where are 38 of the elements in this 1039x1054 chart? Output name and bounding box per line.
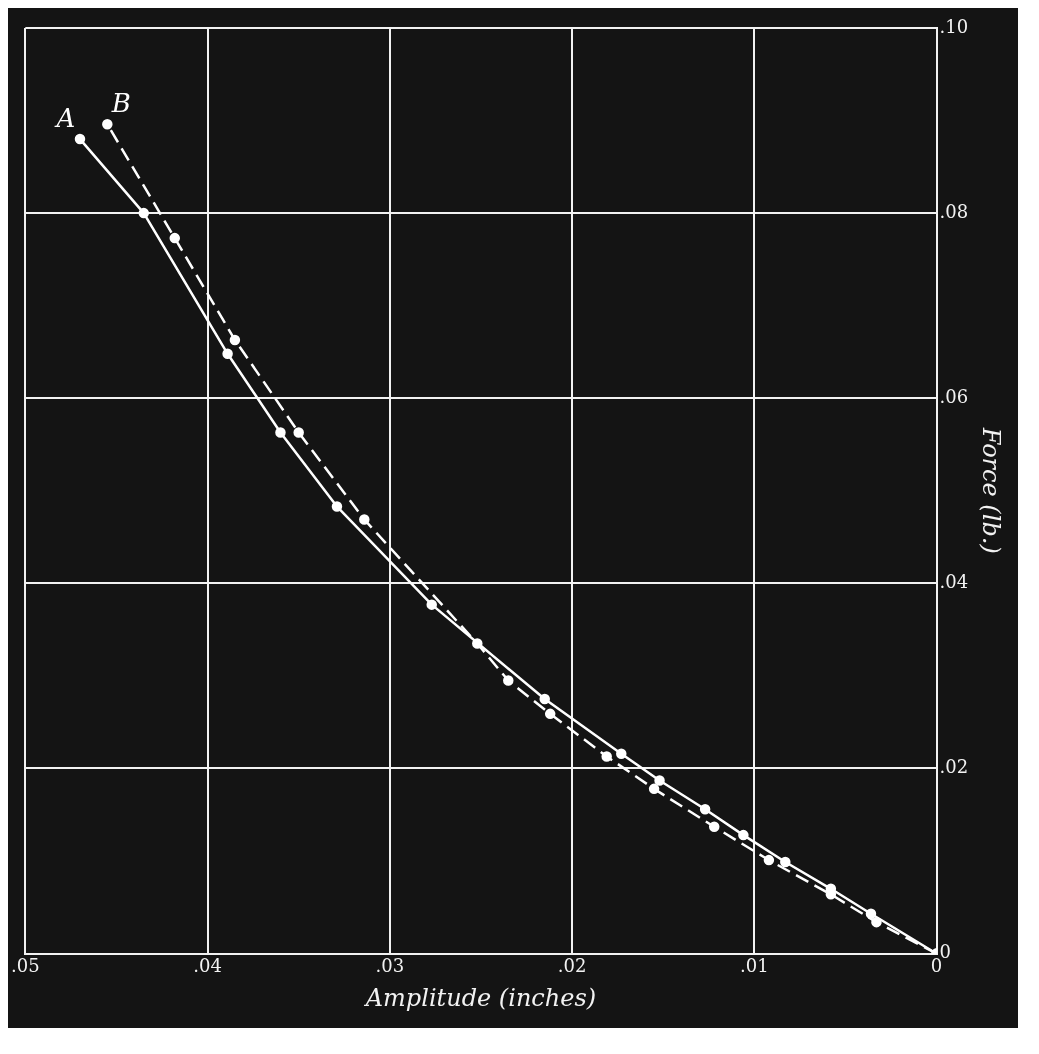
point <box>544 708 556 720</box>
point <box>275 427 286 438</box>
y-axis-title: Force (lb.) <box>977 426 1006 554</box>
point <box>293 427 304 438</box>
point <box>359 514 370 525</box>
series-label: B <box>110 88 131 119</box>
y-tick-label: .10 <box>939 15 969 37</box>
point <box>331 501 343 512</box>
point <box>601 751 612 762</box>
point <box>699 803 711 815</box>
point <box>426 599 437 610</box>
point <box>74 133 86 145</box>
y-tick-label: .02 <box>939 756 969 778</box>
x-axis-title: Amplitude (inches) <box>363 983 597 1012</box>
point <box>229 334 241 346</box>
point <box>654 775 665 786</box>
point <box>648 783 660 795</box>
point <box>865 908 877 920</box>
point <box>169 232 181 244</box>
y-tick-label: .08 <box>939 200 969 222</box>
point <box>616 748 627 759</box>
x-tick-label: .01 <box>740 955 769 977</box>
point <box>780 856 791 868</box>
point <box>708 821 720 833</box>
y-tick-label: .04 <box>939 571 969 593</box>
series-label: A <box>54 103 76 134</box>
x-tick-label: .04 <box>193 955 222 977</box>
point <box>738 829 749 841</box>
y-tick-label: .06 <box>939 385 969 407</box>
point <box>222 348 233 360</box>
x-tick-label: .03 <box>375 955 405 977</box>
point <box>102 119 113 130</box>
point <box>138 207 150 219</box>
point <box>539 693 550 705</box>
x-tick-label: .05 <box>10 955 40 977</box>
x-tick-label: .02 <box>557 955 587 977</box>
point <box>503 675 514 686</box>
point <box>763 854 775 866</box>
